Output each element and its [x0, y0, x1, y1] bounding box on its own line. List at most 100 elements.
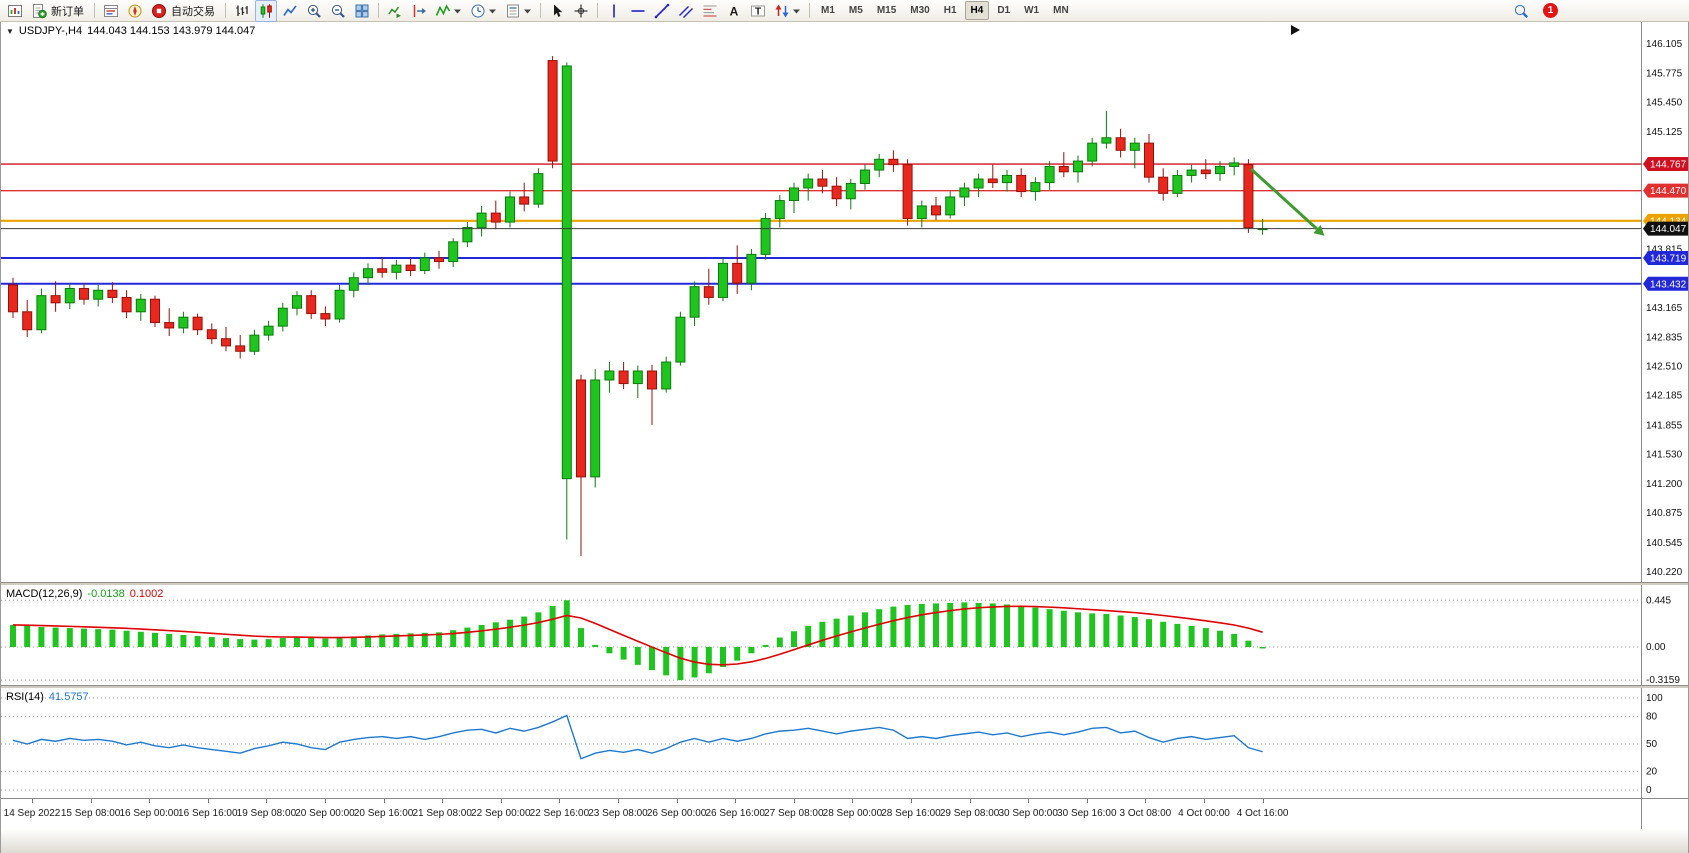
timeframe-m5-button[interactable]: M5: [848, 5, 863, 16]
new-order-button-label: 新订单: [51, 5, 84, 18]
toolbar-right: 1: [1509, 0, 1558, 22]
indicators-button[interactable]: [432, 0, 465, 22]
price-scale-label: 140.545: [1646, 538, 1683, 549]
macd-bar: [776, 637, 783, 647]
text-button[interactable]: A: [723, 0, 745, 22]
vertical-line-button[interactable]: [603, 0, 625, 22]
price-badge: [1643, 251, 1688, 266]
macd-bar: [677, 647, 684, 681]
price-badge: [1643, 276, 1688, 291]
candlestick-icon: [260, 3, 272, 18]
timeframe-m1-button[interactable]: M1: [821, 5, 835, 16]
macd-bar: [1217, 630, 1223, 647]
zoom-out-button[interactable]: [327, 0, 349, 22]
macd-bar: [251, 639, 258, 647]
macd-bar: [833, 618, 840, 647]
macd-bar: [535, 612, 542, 647]
macd-bar: [492, 622, 499, 647]
toolbar-separator: [597, 3, 598, 18]
time-label: 29 Sep 08:00: [939, 808, 1000, 819]
level-lines[interactable]: [1, 163, 1641, 285]
macd-header: MACD(12,26,9) -0.0138 0.1002: [6, 588, 163, 600]
chart-shift-button[interactable]: [408, 0, 430, 22]
price-scale[interactable]: 146.105 145.775 145.450 145.125 143.815 143.1…: [1641, 22, 1688, 582]
macd-bar: [1060, 610, 1067, 647]
price-badge-label: 144.470: [1650, 186, 1687, 197]
new-chart-button[interactable]: [4, 0, 26, 22]
zoom-in-icon: [307, 4, 321, 18]
time-tick: [911, 799, 912, 803]
time-tick: [735, 799, 737, 803]
notification-badge[interactable]: 1: [1543, 3, 1558, 18]
channel-button[interactable]: [675, 0, 697, 22]
macd-bar: [152, 632, 158, 647]
navigator-button[interactable]: [124, 0, 146, 22]
templates-button[interactable]: [502, 0, 535, 22]
macd-plot[interactable]: MACD(12,26,9) -0.0138 0.1002: [1, 585, 1641, 685]
price-scale-label: 145.125: [1646, 127, 1683, 138]
macd-chart: [1, 599, 1641, 681]
timeframe-h4-button[interactable]: H4: [964, 1, 990, 20]
periods-button[interactable]: [467, 0, 500, 22]
panel-splitter[interactable]: [1, 582, 1688, 585]
price-badge: [1643, 183, 1688, 198]
line-chart-icon: [283, 5, 297, 16]
rsi-plot[interactable]: RSI(14) 41.5757: [1, 688, 1641, 798]
rsi-value: 41.5757: [48, 691, 89, 703]
price-badge: [1643, 221, 1688, 236]
search-button[interactable]: [1510, 0, 1532, 22]
time-tick: [969, 799, 971, 803]
crosshair-button[interactable]: [570, 0, 592, 22]
main-chart-plot[interactable]: ▼ USDJPY-,H4 144.043 144.153 143.979 144…: [1, 22, 1641, 582]
toolbar-separator: [225, 3, 226, 18]
macd-bar: [705, 647, 712, 674]
macd-bar: [166, 633, 173, 647]
chart-shift-marker[interactable]: [1291, 25, 1300, 35]
macd-bar: [720, 647, 726, 667]
time-axis[interactable]: 14 Sep 2022 15 Sep 08:00 16 Sep 00:00 16 Se…: [1, 798, 1688, 829]
candlestick-button[interactable]: [255, 0, 277, 22]
timeframe-h1-button[interactable]: H1: [943, 5, 957, 16]
auto-scroll-button[interactable]: [384, 0, 406, 22]
collapse-icon[interactable]: ▼: [6, 26, 14, 36]
cursor-button[interactable]: [546, 0, 568, 22]
time-label: 26 Sep 16:00: [705, 808, 765, 819]
price-badge-label: 143.432: [1650, 279, 1687, 290]
macd-bar: [421, 632, 428, 647]
tile-windows-button[interactable]: [351, 0, 373, 22]
timeframe-d1-button[interactable]: D1: [997, 5, 1011, 16]
time-label: 4 Oct 00:00: [1178, 808, 1230, 819]
label-button[interactable]: T: [747, 0, 769, 22]
fibonacci-button[interactable]: [699, 0, 721, 22]
panel-splitter[interactable]: [1, 685, 1688, 688]
time-tick: [1204, 799, 1205, 803]
new-order-button[interactable]: 新订单: [28, 0, 89, 22]
time-tick: [383, 799, 385, 803]
arrows-button[interactable]: [771, 0, 804, 22]
time-label: 22 Sep 16:00: [529, 808, 590, 819]
new-order-icon: [33, 3, 47, 18]
macd-bar: [876, 609, 883, 647]
zoom-in-button[interactable]: [303, 0, 325, 22]
time-tick: [1262, 799, 1264, 803]
candlestick-chart[interactable]: [1, 22, 1641, 582]
autotrading-button[interactable]: 自动交易: [148, 0, 220, 22]
timeframe-mn-button[interactable]: MN: [1053, 5, 1069, 16]
bar-chart-button[interactable]: [231, 0, 253, 22]
horizontal-line-button[interactable]: [627, 0, 649, 22]
timeframe-m15-button[interactable]: M15: [876, 5, 897, 16]
macd-bar: [194, 635, 201, 647]
timeframe-w1-button[interactable]: W1: [1024, 5, 1040, 16]
price-scale-label: 141.530: [1646, 449, 1683, 460]
line-chart-button[interactable]: [279, 0, 301, 22]
market-watch-icon: [104, 4, 118, 17]
search-icon: [1514, 4, 1529, 18]
macd-signal-value: 0.1002: [129, 588, 164, 600]
chart-shift-icon: [413, 4, 426, 17]
trendline-button[interactable]: [651, 0, 673, 22]
market-watch-button[interactable]: [100, 0, 122, 22]
timeframe-m30-button[interactable]: M30: [910, 5, 930, 16]
macd-bar: [1231, 633, 1238, 647]
time-tick: [266, 799, 268, 803]
arrow-annotation[interactable]: [1249, 167, 1319, 231]
